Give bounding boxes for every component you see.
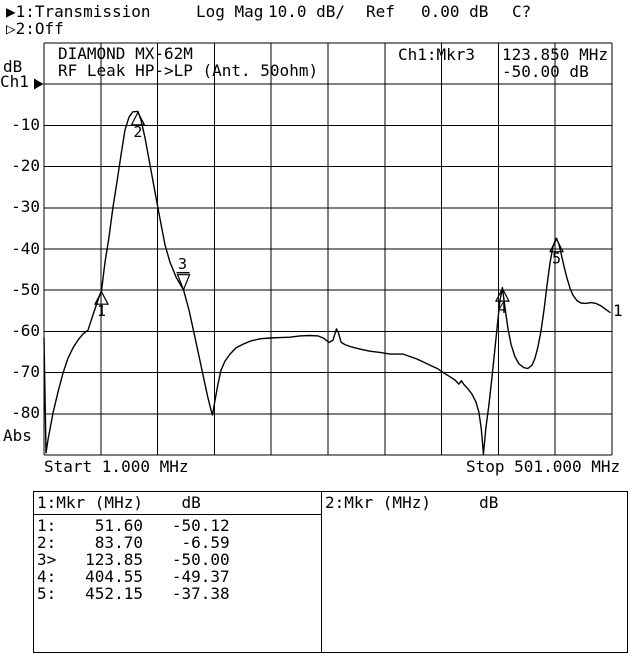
ref-value[interactable]: 0.00 dB — [421, 2, 489, 21]
marker-table — [33, 491, 628, 653]
device-title-line1: DIAMOND MX-62M — [58, 44, 193, 63]
marker-table-row: 4: 404.55 -49.37 — [37, 567, 230, 586]
active-marker-readout-label: Ch1:Mkr3 — [398, 45, 476, 64]
y-tick-label: -40 — [11, 238, 40, 258]
y-axis-unit-label: dB — [3, 57, 23, 76]
marker-symbol-5[interactable] — [549, 237, 564, 253]
y-tick-label: -80 — [11, 403, 40, 423]
scale-value[interactable]: 10.0 dB/ — [268, 2, 346, 21]
channel-label: Ch1 — [0, 72, 29, 91]
marker-table-header-ch1: 1:Mkr (MHz) dB — [37, 493, 201, 512]
marker-table-divider — [321, 491, 322, 652]
stop-frequency-label[interactable]: Stop 501.000 MHz — [466, 457, 621, 476]
y-tick-label: -30 — [11, 197, 40, 217]
ref-label: Ref — [366, 2, 395, 21]
active-marker-frequency: 123.850 MHz — [502, 45, 608, 64]
trace2-status[interactable]: ▷2:Off — [6, 19, 64, 38]
marker-symbol-1[interactable] — [93, 290, 109, 305]
marker-symbol-4[interactable] — [494, 287, 510, 302]
marker-label-1[interactable]: 1 — [97, 302, 106, 320]
format-label[interactable]: Log Mag — [196, 2, 264, 21]
trace1-status[interactable]: ▶1:Transmission — [6, 2, 151, 21]
marker-table-row: 5: 452.15 -37.38 — [37, 584, 230, 603]
device-title-line2: RF Leak HP->LP (Ant. 50ohm) — [58, 61, 319, 80]
marker-table-header-ch2: 2:Mkr (MHz) dB — [325, 493, 499, 512]
y-tick-label: -10 — [11, 114, 40, 134]
marker-table-header-underline — [33, 514, 321, 515]
measurement-trace-ch1 — [43, 110, 611, 455]
y-tick-label: -20 — [11, 156, 40, 176]
start-frequency-label[interactable]: Start 1.000 MHz — [44, 457, 189, 476]
cal-status: C? — [512, 2, 532, 21]
marker-symbol-2[interactable] — [130, 111, 146, 126]
marker-symbol-3[interactable] — [176, 274, 191, 292]
active-marker-level: -50.00 dB — [502, 62, 589, 81]
marker-label-3[interactable]: 3 — [178, 255, 187, 273]
abs-mode-label: Abs — [3, 426, 32, 445]
trace-number-tag: 1 — [613, 301, 623, 320]
ref-level-arrow-icon — [34, 78, 44, 90]
y-tick-label: -50 — [11, 279, 40, 299]
marker-table-row: 3> 123.85 -50.00 — [37, 550, 230, 569]
graticule-grid — [43, 42, 613, 456]
marker-label-5[interactable]: 5 — [552, 250, 561, 268]
marker-table-rows: 1: 51.60 -50.12 2: 83.70 -6.59 3> 123.85 -… — [37, 517, 230, 602]
marker-label-2[interactable]: 2 — [133, 123, 142, 141]
y-tick-label: -70 — [11, 362, 40, 382]
marker-label-4[interactable]: 4 — [498, 299, 507, 317]
y-tick-label: -60 — [11, 320, 40, 340]
marker-table-row: 1: 51.60 -50.12 — [37, 516, 230, 535]
marker-table-row: 2: 83.70 -6.59 — [37, 533, 230, 552]
